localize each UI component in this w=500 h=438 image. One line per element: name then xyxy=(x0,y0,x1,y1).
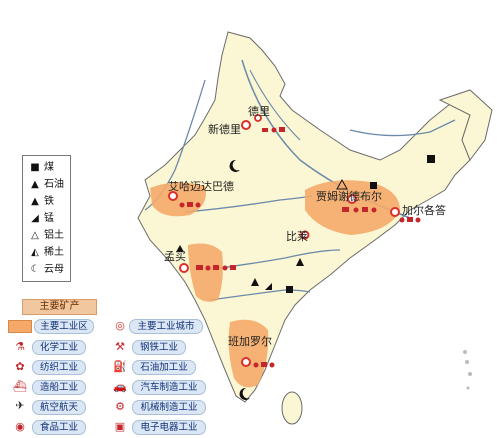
label-new-delhi: 新德里 xyxy=(208,122,241,136)
city-marker-delhi[interactable] xyxy=(241,120,251,130)
city-marker-ahmedabad[interactable] xyxy=(168,191,178,201)
bauxite-icon: △ xyxy=(31,230,39,241)
legend-label: 铁 xyxy=(44,196,54,207)
industrial-zone-swatch xyxy=(8,320,32,333)
industrial-city-label: 主要工业城市 xyxy=(129,319,203,334)
industry-label-steel: 钢铁工业 xyxy=(132,340,186,355)
automobile-icon: 🚗 xyxy=(113,380,127,393)
industry-label-automobile: 汽车制造工业 xyxy=(132,380,206,395)
industry-icons-kolkata xyxy=(399,217,421,223)
machinery-icon: ⚙ xyxy=(115,400,125,413)
zone-jamshedpur-kolkata xyxy=(305,180,400,235)
river-brahmaputra xyxy=(349,119,456,137)
river-krishna xyxy=(209,289,311,301)
electronics-icon: ▣ xyxy=(114,420,126,433)
oil-icon: ▲ xyxy=(31,179,39,190)
chemical-icon: ⚗ xyxy=(15,340,25,353)
legend-rare-earth: ◭ 稀土 xyxy=(29,245,69,261)
city-marker-jamshedpur[interactable] xyxy=(347,194,357,204)
legend-iron: ▲ 铁 xyxy=(29,194,69,210)
island xyxy=(468,372,472,376)
coal-icon: ■ xyxy=(30,162,40,173)
industry-icons-ahmedabad xyxy=(179,202,201,208)
legend-bauxite: △ 铝土 xyxy=(29,228,69,244)
zone-ahmedabad xyxy=(150,182,206,217)
legend-coal: ■ 煤 xyxy=(29,160,69,176)
industry-label-machinery: 机械制造工业 xyxy=(132,400,206,415)
label-jamshedpur: 贾姆谢德布尔 xyxy=(316,189,382,203)
legend-label: 稀土 xyxy=(44,247,64,258)
industry-label-petroleum: 石油加工业 xyxy=(132,360,196,375)
city-marker-bangalore[interactable] xyxy=(241,357,251,367)
zone-bangalore xyxy=(228,319,269,388)
steel-icon: ⚒ xyxy=(115,340,125,353)
industry-icons-bangalore xyxy=(253,362,275,368)
city-marker-bhilai[interactable] xyxy=(300,230,310,240)
label-ahmedabad: 艾哈迈达巴德 xyxy=(168,179,234,193)
aerospace-icon: ✈ xyxy=(15,399,25,412)
legend-mica: ☾ 云母 xyxy=(29,262,69,278)
northeast-region xyxy=(438,89,493,162)
island xyxy=(465,360,469,364)
industry-label-textile: 纺织工业 xyxy=(32,360,86,375)
manganese-icon: ◢ xyxy=(31,213,39,224)
city-marker-kolkata[interactable] xyxy=(390,207,400,217)
mica-icon xyxy=(229,159,240,172)
industry-icons-mumbai xyxy=(196,265,236,271)
rare-earth-icon: ◭ xyxy=(31,247,39,258)
resource-legend: ■ 煤 ▲ 石油 ▲ 铁 ◢ 锰 △ 铝土 ◭ 稀土 ☾ 云母 xyxy=(22,155,71,282)
mining-legend-tag: 主要矿产 xyxy=(22,299,97,315)
legend-label: 石油 xyxy=(44,179,64,190)
coal-icon xyxy=(286,286,293,293)
food-icon: ◉ xyxy=(15,420,25,433)
iron-icon xyxy=(251,278,259,286)
mica-icon: ☾ xyxy=(30,264,40,275)
industry-label-electronics: 电子电器工业 xyxy=(132,420,206,435)
legend-oil: ▲ 石油 xyxy=(29,177,69,193)
island xyxy=(463,350,467,354)
coal-icon xyxy=(427,155,435,163)
river-narmada xyxy=(184,195,313,213)
iron-icon xyxy=(296,258,304,266)
label-kolkata: 加尔各答 xyxy=(402,203,446,217)
label-bhilai: 比莱 xyxy=(286,230,308,243)
label-delhi: 德里 xyxy=(248,104,270,118)
india-landmass xyxy=(137,31,471,403)
petroleum-icon: ⛽ xyxy=(113,360,127,373)
sri-lanka xyxy=(281,391,303,425)
industry-label-shipbuilding: 造船工业 xyxy=(32,380,86,395)
industry-label-chemical: 化学工业 xyxy=(32,340,86,355)
textile-icon: ✿ xyxy=(15,360,25,373)
oil-icon xyxy=(176,245,184,252)
legend-label: 铝土 xyxy=(44,230,64,241)
label-bangalore: 班加罗尔 xyxy=(228,335,272,348)
manganese-icon xyxy=(265,283,272,290)
industry-label-food: 食品工业 xyxy=(32,420,86,435)
shipbuilding-icon: ⛴ xyxy=(13,380,27,393)
industrial-zone-label: 主要工业区 xyxy=(34,319,94,334)
mica-icon xyxy=(239,387,250,400)
island xyxy=(466,386,470,390)
legend-label: 锰 xyxy=(44,213,54,224)
iron-icon: ▲ xyxy=(31,196,39,207)
legend-label: 云母 xyxy=(44,264,64,275)
bauxite-icon xyxy=(336,178,348,190)
coal-icon xyxy=(370,182,377,189)
zone-mumbai xyxy=(188,243,223,302)
industry-icons-delhi xyxy=(262,127,285,133)
river-yamuna xyxy=(249,69,301,141)
city-marker-new-delhi[interactable] xyxy=(254,114,262,122)
city-marker-mumbai[interactable] xyxy=(179,263,189,273)
industry-icons-jamshedpur xyxy=(342,207,377,213)
legend-label: 煤 xyxy=(44,162,54,173)
legend-manganese: ◢ 锰 xyxy=(29,211,69,227)
industry-label-aerospace: 航空航天 xyxy=(32,400,86,415)
label-mumbai: 孟买 xyxy=(164,250,186,263)
industrial-city-icon: ◎ xyxy=(115,319,125,332)
